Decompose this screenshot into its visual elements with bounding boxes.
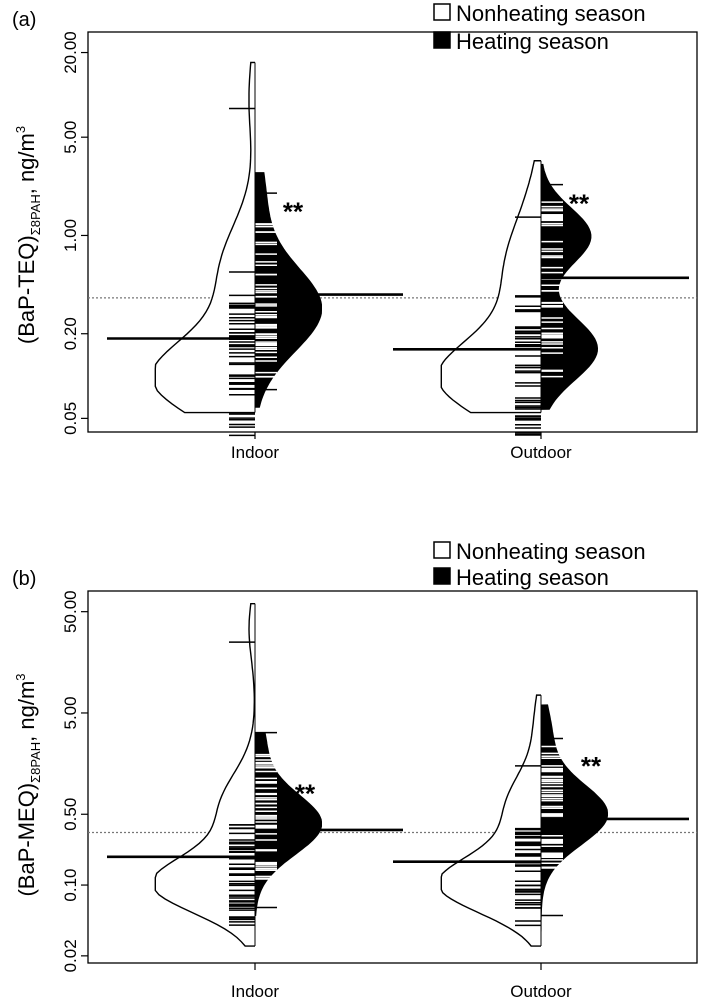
panel-b-ytick-label: 5.00 bbox=[61, 696, 80, 729]
panel-b-legend-swatch-nonheating bbox=[433, 541, 451, 559]
panel-a-xlabel-outdoor: Outdoor bbox=[510, 443, 572, 462]
panel-b-bean-heating-1 bbox=[540, 704, 608, 939]
panel-a-plot: 0.05 0.20 1.00 5.00 20.00 ** ** bbox=[61, 31, 698, 439]
panel-a-legend-nonheating: Nonheating season bbox=[456, 1, 646, 26]
panel-b-plot: 0.02 0.10 0.50 5.00 50.00 ** ** bbox=[61, 590, 698, 972]
panel-a-xlabel-indoor: Indoor bbox=[231, 443, 280, 462]
panel-a-bean-nonheating-0 bbox=[154, 61, 256, 414]
panel-a-legend-heating: Heating season bbox=[456, 29, 609, 54]
panel-a-legend-swatch-heating bbox=[433, 31, 451, 49]
panel-b-ytick-label: 50.00 bbox=[61, 590, 80, 633]
panel-a-bean-nonheating-1 bbox=[440, 159, 542, 414]
panel-b-xlabel-indoor: Indoor bbox=[231, 982, 280, 1000]
panel-a-ytick-label: 0.05 bbox=[61, 402, 80, 435]
panel-b-bean-nonheating-1 bbox=[440, 694, 542, 947]
panel-b-ytick-label: 0.02 bbox=[61, 939, 80, 972]
panel-b-ylabel: (BaP-MEQ)Σ8PAH, ng/m3 bbox=[13, 673, 43, 896]
panel-b-significance-1: ** bbox=[581, 751, 602, 781]
panel-b-legend-swatch-heating bbox=[433, 567, 451, 585]
panel-b-significance-0: ** bbox=[295, 779, 316, 809]
panel-a-ylabel: (BaP-TEQ)Σ8PAH, ng/m3 bbox=[13, 126, 43, 344]
panel-b-legend-nonheating: Nonheating season bbox=[456, 539, 646, 564]
panel-b-ytick-label: 0.50 bbox=[61, 798, 80, 831]
panel-b-label: (b) bbox=[12, 568, 36, 590]
panel-a-ytick-label: 5.00 bbox=[61, 121, 80, 154]
panel-a-ytick-label: 20.00 bbox=[61, 31, 80, 74]
panel-b-ytick-label: 0.10 bbox=[61, 869, 80, 902]
panel-b-frame bbox=[87, 590, 698, 964]
panel-a-significance-1: ** bbox=[569, 188, 590, 218]
panel-a-significance-0: ** bbox=[283, 197, 304, 227]
panel-a-ytick-label: 1.00 bbox=[61, 219, 80, 252]
panel-a-ytick-label: 0.20 bbox=[61, 317, 80, 350]
panel-b-xlabel-outdoor: Outdoor bbox=[510, 982, 572, 1000]
panel-b-bean-nonheating-0 bbox=[154, 602, 256, 947]
panel-a-frame bbox=[87, 31, 698, 433]
panel-a-legend-swatch-nonheating bbox=[433, 3, 451, 21]
panel-b-legend-heating: Heating season bbox=[456, 565, 609, 590]
panel-a-label: (a) bbox=[12, 9, 36, 31]
